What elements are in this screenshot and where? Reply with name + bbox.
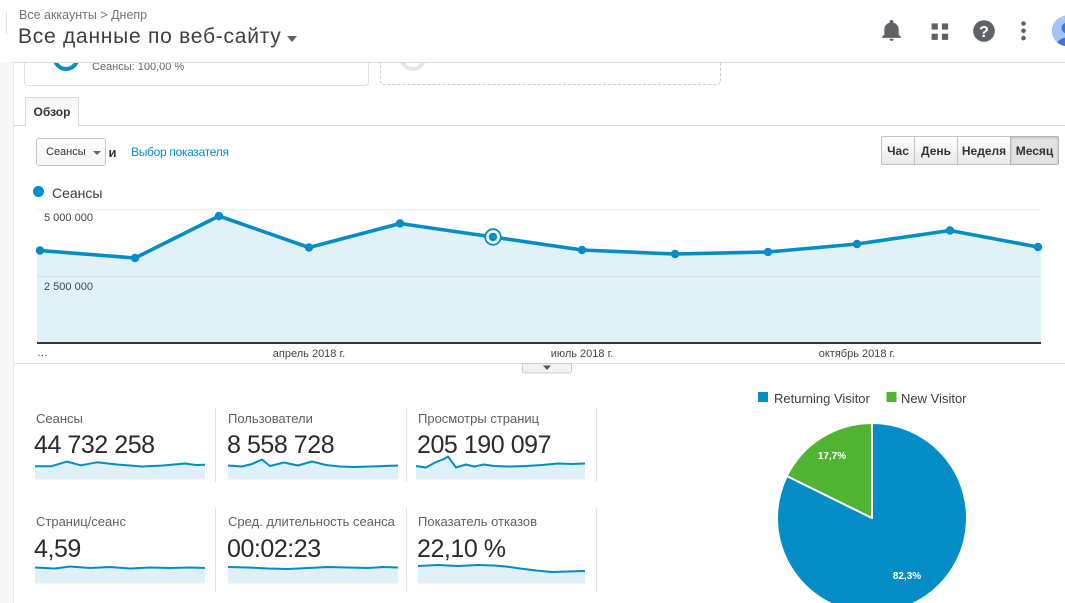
svg-text:2 500 000: 2 500 000 <box>44 281 93 293</box>
svg-text:17,7%: 17,7% <box>818 451 846 462</box>
svg-text:апрель 2018 г.: апрель 2018 г. <box>273 348 345 360</box>
svg-text:июль 2018 г.: июль 2018 г. <box>551 348 614 360</box>
svg-text:82,3%: 82,3% <box>893 571 921 582</box>
svg-text:…: … <box>37 347 48 359</box>
svg-text:?: ? <box>979 24 989 41</box>
svg-text:октябрь 2018 г.: октябрь 2018 г. <box>819 348 896 360</box>
svg-text:5 000 000: 5 000 000 <box>44 212 93 224</box>
